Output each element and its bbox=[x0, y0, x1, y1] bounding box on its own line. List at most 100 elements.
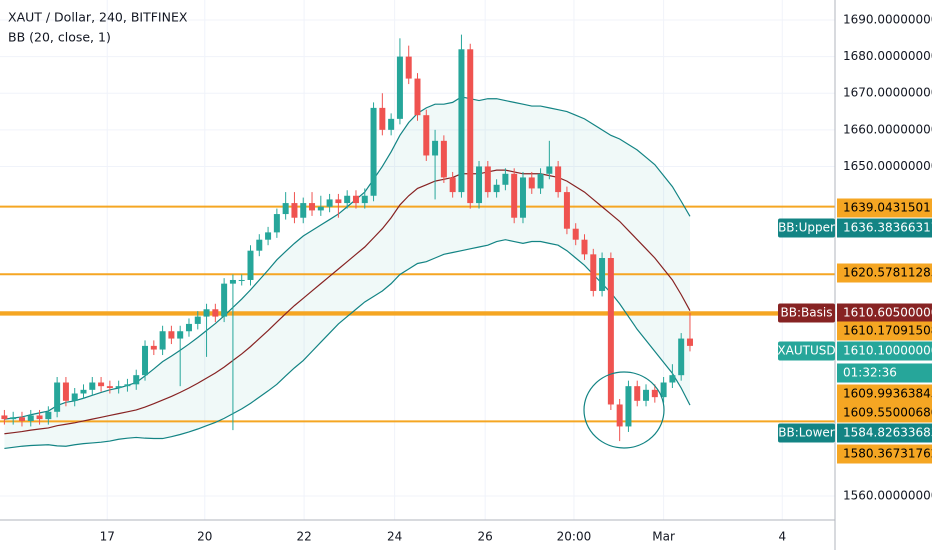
x-tick-label: Mar bbox=[652, 530, 675, 544]
candle-body bbox=[124, 384, 131, 387]
candle-body bbox=[476, 166, 483, 204]
candle-body bbox=[177, 331, 184, 339]
candle-body bbox=[273, 214, 280, 233]
candle-body bbox=[555, 166, 562, 193]
candle-body bbox=[247, 250, 254, 280]
y-tick-label: 1650.00000000 bbox=[843, 159, 932, 173]
candle-body bbox=[1, 415, 8, 420]
candle-body bbox=[335, 199, 342, 204]
candle-body bbox=[414, 78, 421, 116]
candle-body bbox=[405, 56, 412, 79]
price-label-box bbox=[837, 363, 932, 383]
candle-body bbox=[80, 389, 87, 394]
candle-body bbox=[484, 166, 491, 193]
candle-body bbox=[10, 417, 17, 420]
candle-body bbox=[256, 239, 263, 251]
candle-body bbox=[300, 203, 307, 218]
price-label-box bbox=[837, 444, 932, 464]
price-label-value: 1610.10000000 bbox=[843, 344, 932, 358]
candle-body bbox=[265, 232, 272, 240]
candle-body bbox=[519, 177, 526, 218]
candle-body bbox=[89, 382, 96, 390]
candle-body bbox=[309, 203, 316, 211]
x-tick-label: 24 bbox=[387, 530, 402, 544]
band-line bbox=[4, 239, 691, 450]
candle-body bbox=[229, 279, 236, 284]
price-label-box bbox=[837, 321, 932, 341]
price-label-name-box bbox=[778, 218, 835, 238]
candle-body bbox=[221, 283, 228, 317]
price-label-name: BB:Upper bbox=[778, 221, 835, 235]
candle-body bbox=[643, 389, 650, 401]
price-label-box bbox=[837, 198, 932, 218]
candle-body bbox=[423, 115, 430, 156]
candle-body bbox=[678, 338, 685, 376]
price-label-value: 1639.04315011 bbox=[843, 201, 932, 215]
candle-body bbox=[467, 49, 474, 204]
candle-body bbox=[326, 199, 333, 207]
candle-body bbox=[432, 140, 439, 156]
candle-body bbox=[54, 382, 61, 412]
candle-body bbox=[168, 331, 175, 339]
band-fills bbox=[4, 96, 690, 449]
candle-body bbox=[317, 206, 324, 211]
candle-body bbox=[607, 258, 614, 405]
price-labels: 1639.04315011 BB:Upper 1636.38366317 1620.5… bbox=[777, 198, 932, 464]
y-tick-label: 1690.00000000 bbox=[843, 12, 932, 26]
y-tick-label: 1680.00000000 bbox=[843, 49, 932, 63]
price-label-value: 1609.55000680 bbox=[843, 406, 932, 420]
candle-body bbox=[361, 195, 368, 204]
price-label-box bbox=[837, 403, 932, 423]
candle-body bbox=[291, 203, 298, 218]
candle-body bbox=[493, 184, 500, 193]
candle-body bbox=[660, 382, 667, 398]
x-tick-label: 17 bbox=[100, 530, 115, 544]
time-scale bbox=[0, 520, 835, 550]
candle-body bbox=[581, 239, 588, 255]
candle-body bbox=[344, 195, 351, 204]
price-label-name: XAUTUSD bbox=[777, 344, 835, 358]
candle-body bbox=[45, 411, 52, 420]
candle-body bbox=[546, 166, 553, 174]
price-label-name: BB:Basis bbox=[781, 306, 833, 320]
price-label-value: 1609.99363845 bbox=[843, 387, 932, 401]
price-label-name: BB:Lower bbox=[778, 426, 835, 440]
price-label-box bbox=[837, 303, 932, 323]
axes: 1690.00000000 1680.00000000 1670.00000000 1… bbox=[100, 12, 932, 543]
candle-body bbox=[634, 386, 641, 401]
candle-body bbox=[115, 386, 122, 388]
candle-body bbox=[159, 331, 166, 350]
candle-body bbox=[686, 338, 693, 346]
y-tick-label: 1660.00000000 bbox=[843, 122, 932, 136]
chart-title: XAUT / Dollar, 240, BITFINEX bbox=[8, 10, 188, 25]
price-label-box bbox=[837, 384, 932, 404]
candle-body bbox=[625, 386, 632, 427]
price-label-value: 1636.38366317 bbox=[843, 221, 932, 235]
price-label-value: 1580.36731762 bbox=[843, 447, 932, 461]
candles bbox=[1, 34, 693, 442]
candle-body bbox=[133, 375, 140, 385]
x-tick-label: 4 bbox=[778, 530, 786, 544]
candle-body bbox=[36, 415, 43, 420]
price-label-box bbox=[837, 423, 932, 443]
candle-body bbox=[18, 417, 25, 421]
candle-body bbox=[71, 393, 78, 401]
candle-body bbox=[511, 173, 518, 218]
candle-body bbox=[537, 173, 544, 189]
price-label-value: 1610.60500000 bbox=[843, 306, 932, 320]
candle-body bbox=[616, 404, 623, 427]
candle-body bbox=[142, 345, 149, 376]
price-label-value: 01:32:36 bbox=[843, 366, 897, 380]
price-label-name-box bbox=[778, 341, 835, 361]
candle-body bbox=[458, 49, 465, 193]
candle-body bbox=[590, 254, 597, 291]
candle-body bbox=[238, 279, 245, 281]
candle-body bbox=[669, 375, 676, 383]
candle-body bbox=[528, 177, 535, 189]
candle-body bbox=[352, 195, 359, 204]
candle-body bbox=[599, 258, 606, 291]
candle-body bbox=[440, 140, 447, 178]
candle-body bbox=[370, 107, 377, 196]
candle-body bbox=[563, 192, 570, 229]
candle-body bbox=[98, 382, 105, 387]
